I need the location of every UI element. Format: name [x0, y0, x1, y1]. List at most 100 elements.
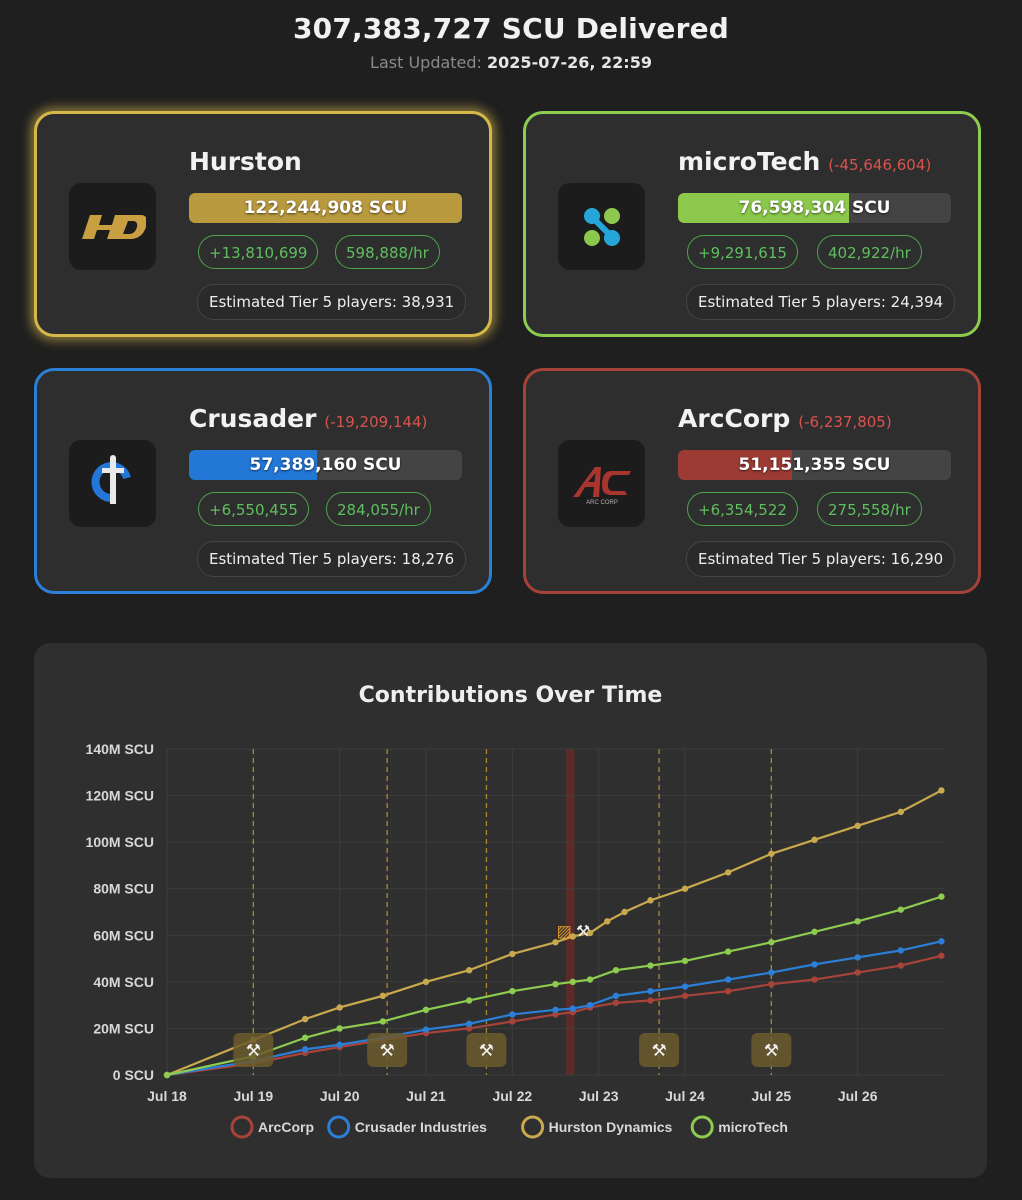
- data-point: [336, 1041, 343, 1048]
- data-point: [897, 962, 905, 969]
- data-point: [854, 954, 861, 961]
- legend-label: ArcCorp: [258, 1119, 314, 1135]
- tier5-estimate: Estimated Tier 5 players: 38,931: [197, 284, 467, 320]
- event-marker-box: [233, 1033, 274, 1067]
- rate-badge: 598,888/hr: [335, 235, 440, 269]
- data-point: [724, 948, 732, 955]
- y-tick-label: 80M SCU: [93, 881, 154, 897]
- data-point: [897, 947, 905, 954]
- data-point: [586, 1001, 594, 1009]
- contributions-chart-panel: Contributions Over Time 0 SCU 20M SCU 40M …: [34, 643, 987, 1178]
- data-point: [854, 918, 861, 925]
- faction-name: Crusader (-19,209,144): [189, 404, 428, 433]
- tier5-estimate: Estimated Tier 5 players: 24,394: [686, 284, 956, 320]
- x-tick-label: Jul 20: [320, 1088, 360, 1104]
- data-point: [768, 850, 775, 857]
- data-point: [612, 992, 620, 1000]
- last-updated: Last Updated: 2025-07-26, 22:59: [0, 53, 1022, 72]
- faction-card-crusader[interactable]: Crusader (-19,209,144) 57,389,160 SCU +6,…: [34, 368, 492, 594]
- legend-swatch: [521, 1115, 545, 1139]
- data-point: [768, 969, 775, 976]
- x-tick-label: Jul 24: [665, 1088, 705, 1104]
- scu-value: 57,389,160 SCU: [249, 455, 402, 475]
- page-header: 307,383,727 SCU Delivered Last Updated: …: [0, 12, 1022, 72]
- data-point: [612, 967, 620, 974]
- tier5-estimate: Estimated Tier 5 players: 16,290: [686, 541, 956, 577]
- data-point: [811, 928, 818, 935]
- data-point: [647, 987, 654, 995]
- data-point: [422, 978, 430, 986]
- event-marker-box: [367, 1033, 408, 1067]
- event-marker-box: [751, 1033, 792, 1067]
- deficit-value: (-6,237,805): [798, 413, 892, 431]
- data-point: [552, 1006, 559, 1013]
- hurston-dynamics-logo: [69, 183, 156, 270]
- x-tick-label: Jul 26: [838, 1088, 878, 1104]
- crusader-logo: [69, 440, 156, 527]
- data-point: [163, 1071, 171, 1079]
- y-tick-label: 20M SCU: [93, 1020, 154, 1036]
- legend-swatch: [230, 1115, 254, 1139]
- last-updated-value: 2025-07-26, 22:59: [487, 53, 652, 72]
- data-point: [897, 906, 905, 913]
- data-point: [336, 1025, 343, 1032]
- tools-icon: ⚒: [576, 924, 590, 941]
- data-point: [768, 939, 775, 946]
- faction-card-arccorp[interactable]: ARC CORP ArcCorp (-6,237,805) 51,151,355 …: [523, 368, 981, 594]
- construction-barrier-icon: ▨: [557, 924, 572, 941]
- tools-icon: ⚒: [764, 1041, 779, 1060]
- data-point: [938, 787, 945, 794]
- total-delivered-title: 307,383,727 SCU Delivered: [292, 12, 730, 45]
- tools-icon: ⚒: [246, 1041, 261, 1060]
- rate-badge: 284,055/hr: [326, 492, 431, 526]
- scu-progress-bar: 57,389,160 SCU: [189, 450, 462, 480]
- gain-badge: +13,810,699: [198, 235, 319, 269]
- data-point: [724, 987, 732, 995]
- data-point: [465, 1020, 473, 1027]
- data-point: [465, 997, 473, 1004]
- data-point: [509, 987, 516, 995]
- svg-text:ARC CORP: ARC CORP: [586, 500, 618, 506]
- data-point: [681, 885, 689, 892]
- tools-icon: ⚒: [651, 1041, 666, 1060]
- data-point: [569, 1005, 576, 1012]
- legend-label: Crusader Industries: [355, 1119, 487, 1135]
- chart-title: Contributions Over Time: [358, 683, 663, 708]
- series-line: [166, 954, 942, 1077]
- x-tick-label: Jul 22: [492, 1088, 532, 1104]
- y-tick-label: 40M SCU: [93, 974, 154, 990]
- legend-swatch: [690, 1115, 714, 1139]
- data-point: [811, 976, 818, 983]
- data-point: [552, 1011, 559, 1018]
- data-point: [422, 1026, 430, 1033]
- data-point: [465, 967, 473, 974]
- data-point: [647, 962, 654, 969]
- faction-name: Hurston: [189, 147, 302, 176]
- arccorp-logo: ARC CORP: [558, 440, 645, 527]
- data-point: [612, 999, 620, 1007]
- rate-badge: 275,558/hr: [817, 492, 922, 526]
- data-point: [647, 897, 654, 904]
- data-point: [938, 952, 945, 959]
- faction-card-microtech[interactable]: microTech (-45,646,604) 76,598,304 SCU +9…: [523, 111, 981, 337]
- scu-value: 122,244,908 SCU: [243, 198, 408, 218]
- legend-swatch: [327, 1115, 351, 1139]
- scu-value: 51,151,355 SCU: [738, 455, 891, 475]
- last-updated-label: Last Updated:: [370, 53, 482, 72]
- x-tick-label: Jul 19: [233, 1088, 273, 1104]
- faction-card-hurston[interactable]: Hurston 122,244,908 SCU +13,810,699 598,…: [34, 111, 492, 337]
- data-point: [897, 808, 905, 816]
- y-tick-label: 120M SCU: [86, 788, 154, 804]
- scu-progress-bar: 51,151,355 SCU: [678, 450, 951, 480]
- data-point: [301, 1015, 309, 1023]
- data-point: [301, 1034, 309, 1041]
- data-point: [569, 933, 576, 940]
- event-marker-box: [466, 1033, 507, 1067]
- data-point: [724, 976, 732, 983]
- contributions-line-chart[interactable]: 0 SCU 20M SCU 40M SCU 60M SCU 80M SCU 100M SC…: [34, 643, 987, 1178]
- tools-icon: ⚒: [479, 1041, 494, 1060]
- event-highlight-band: [565, 749, 575, 1075]
- data-point: [811, 961, 818, 968]
- scu-value: 76,598,304 SCU: [738, 198, 891, 218]
- data-point: [422, 1006, 430, 1013]
